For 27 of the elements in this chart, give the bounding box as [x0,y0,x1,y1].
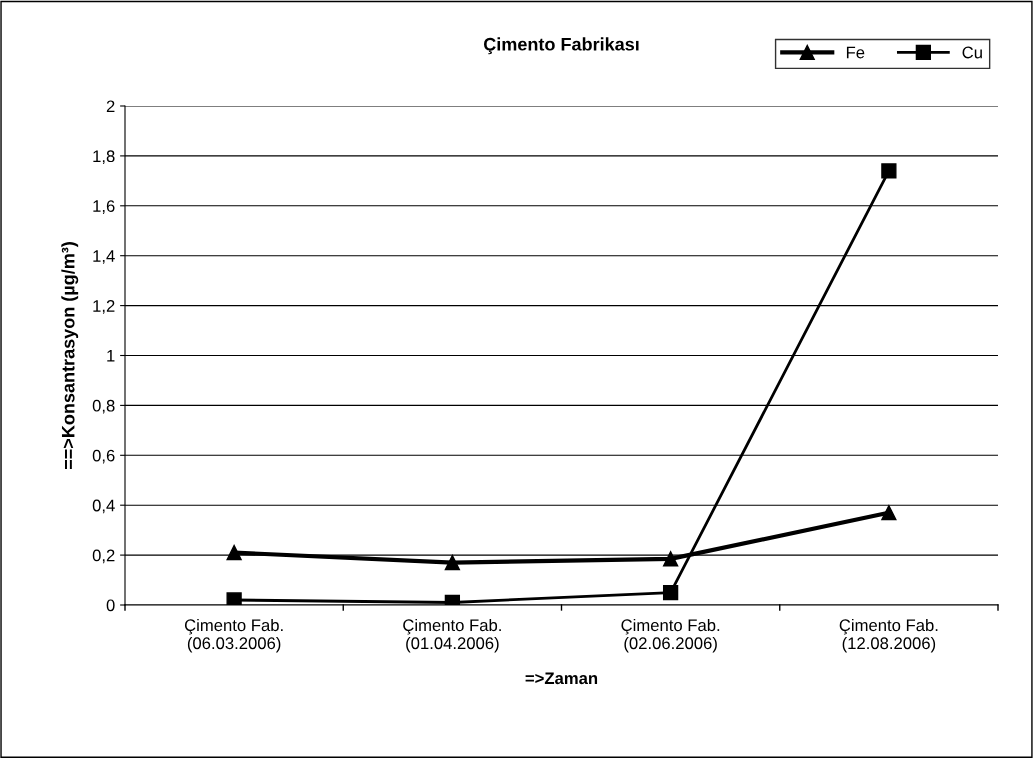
point [226,592,242,605]
chart-title: Çimento Fabrikası [483,37,639,55]
y-tick-label: 1,4 [93,250,115,264]
x-tick-label: Çimento Fab. (06.03.2006) [184,618,283,653]
y-tick-label: 1,2 [93,300,115,314]
y-tick-label: 2 [106,100,115,113]
y-tick-label: 1,6 [93,200,115,214]
x-tick-label: Çimento Fab. (01.04.2006) [403,618,501,653]
point [662,551,679,567]
point [662,584,679,601]
point [226,544,242,561]
y-tick-label: 1,8 [93,150,115,165]
legend-label: Fe [846,46,865,59]
y-tick-label: 0,8 [92,399,115,414]
y-axis-title: ==>Konsantrasyon (µg/m³) [61,242,79,470]
x-axis-title: =>Zaman [525,672,598,685]
point [444,554,461,571]
y-tick-label: 0,2 [92,549,115,564]
y-tick-label: 0,6 [92,449,115,464]
point [881,505,897,521]
point [881,163,897,179]
y-tick-label: 1 [107,350,115,362]
x-tick-label: Çimento Fab. (02.06.2006) [621,618,720,653]
y-tick-label: 0,4 [92,499,115,514]
x-tick-label: Çimento Fab. (12.08.2006) [839,618,938,653]
legend-label: Cu [962,46,982,59]
y-tick-label: 0 [106,599,115,612]
